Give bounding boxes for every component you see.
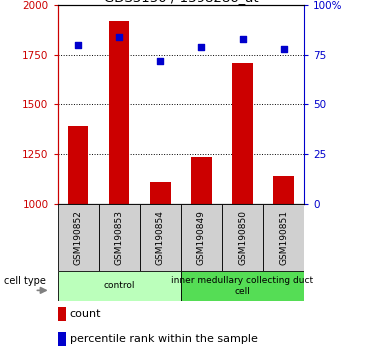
Bar: [68, 126, 88, 204]
Bar: [232, 63, 253, 204]
Bar: [263, 204, 304, 271]
Bar: [222, 204, 263, 271]
Bar: [140, 204, 181, 271]
Bar: [150, 182, 171, 204]
Bar: [273, 176, 294, 204]
Bar: [191, 157, 212, 204]
Bar: [58, 332, 66, 346]
Bar: [58, 271, 181, 301]
Point: [281, 46, 287, 52]
Text: control: control: [104, 281, 135, 290]
Point: [157, 58, 163, 64]
Bar: [58, 204, 99, 271]
Bar: [181, 204, 222, 271]
Text: count: count: [70, 309, 101, 319]
Text: inner medullary collecting duct
cell: inner medullary collecting duct cell: [171, 276, 313, 296]
Bar: [109, 21, 129, 204]
Point: [198, 44, 204, 50]
Text: GSM190852: GSM190852: [73, 210, 83, 265]
Text: GSM190853: GSM190853: [115, 210, 124, 265]
Text: GSM190849: GSM190849: [197, 210, 206, 265]
Text: percentile rank within the sample: percentile rank within the sample: [70, 334, 258, 344]
Text: GSM190850: GSM190850: [238, 210, 247, 265]
Text: GSM190854: GSM190854: [156, 210, 165, 265]
Point: [75, 42, 81, 48]
Point: [116, 34, 122, 40]
Bar: [181, 271, 304, 301]
Bar: [99, 204, 140, 271]
Text: cell type: cell type: [4, 276, 46, 286]
Point: [240, 36, 246, 42]
Title: GDS3150 / 1398286_at: GDS3150 / 1398286_at: [104, 0, 258, 4]
Text: GSM190851: GSM190851: [279, 210, 288, 265]
Bar: [58, 307, 66, 321]
